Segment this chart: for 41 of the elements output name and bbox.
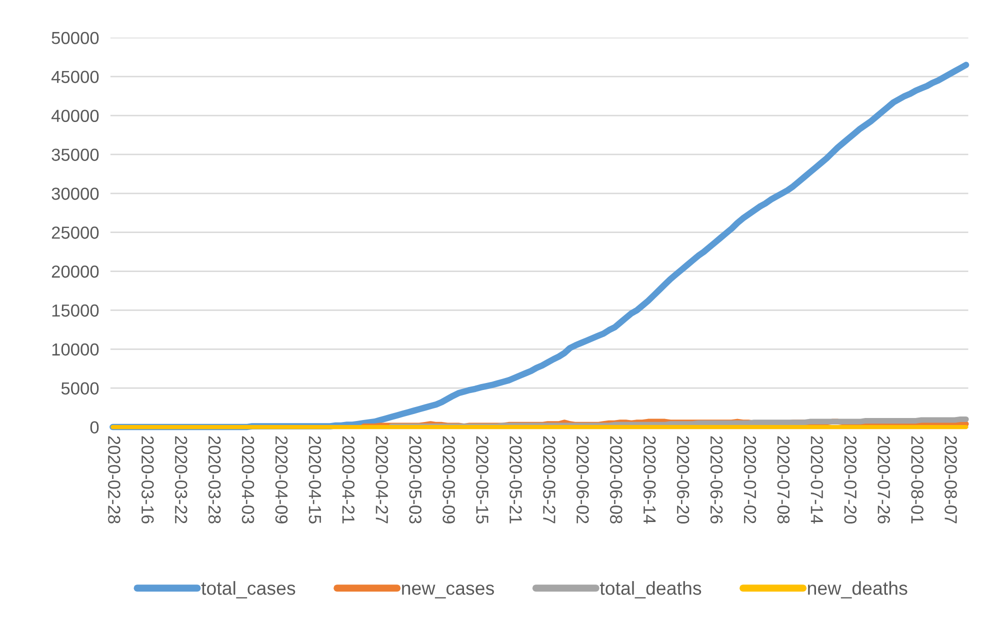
x-tick-label: 2020-04-09	[275, 436, 288, 524]
y-tick-label: 30000	[52, 188, 99, 200]
x-tick-label: 2020-03-16	[141, 436, 154, 524]
x-tick-label: 2020-06-20	[676, 436, 690, 524]
x-tick-label: 2020-06-14	[643, 436, 656, 524]
x-tick-label: 2020-06-08	[610, 436, 622, 524]
x-tick-label: 2020-07-14	[810, 436, 824, 524]
y-tick-label: 35000	[52, 148, 99, 161]
legend-label: total_cases	[201, 581, 296, 598]
x-tick-label: 2020-07-02	[744, 436, 756, 524]
x-tick-label: 2020-08-01	[911, 436, 924, 524]
x-tick-label: 2020-04-15	[308, 436, 322, 524]
legend-label: new_deaths	[808, 581, 908, 598]
legend-label: new_cases	[402, 584, 494, 598]
x-tick-label: 2020-05-27	[543, 436, 556, 524]
y-tick-label: 20000	[52, 265, 99, 278]
x-tick-label: 2020-05-21	[510, 436, 522, 524]
x-tick-label: 2020-02-28	[108, 436, 120, 524]
x-tick-label: 2020-06-02	[576, 436, 589, 524]
y-tick-label: 15000	[52, 304, 99, 317]
y-tick-label: 0	[90, 421, 99, 434]
y-tick-label: 5000	[61, 382, 99, 395]
x-tick-label: 2020-08-07	[944, 436, 957, 524]
x-tick-label: 2020-07-20	[844, 436, 857, 524]
x-tick-label: 2020-04-21	[342, 436, 355, 524]
y-tick-label: 10000	[52, 343, 99, 356]
x-tick-label: 2020-03-22	[174, 436, 188, 524]
x-tick-label: 2020-07-08	[777, 436, 790, 524]
y-tick-label: 45000	[51, 70, 99, 84]
y-tick-label: 25000	[52, 226, 99, 239]
y-tick-label: 40000	[51, 110, 99, 122]
x-tick-label: 2020-05-03	[409, 436, 422, 524]
x-tick-label: 2020-07-26	[878, 436, 890, 524]
x-tick-label: 2020-06-26	[710, 436, 723, 524]
x-tick-label: 2020-04-03	[242, 436, 254, 524]
y-tick-label: 50000	[52, 32, 99, 44]
x-tick-label: 2020-04-27	[376, 436, 388, 524]
legend-label: total_deaths	[600, 581, 702, 598]
x-tick-label: 2020-03-28	[208, 436, 221, 524]
x-tick-label: 2020-05-15	[476, 436, 488, 524]
x-tick-label: 2020-05-09	[442, 436, 455, 524]
